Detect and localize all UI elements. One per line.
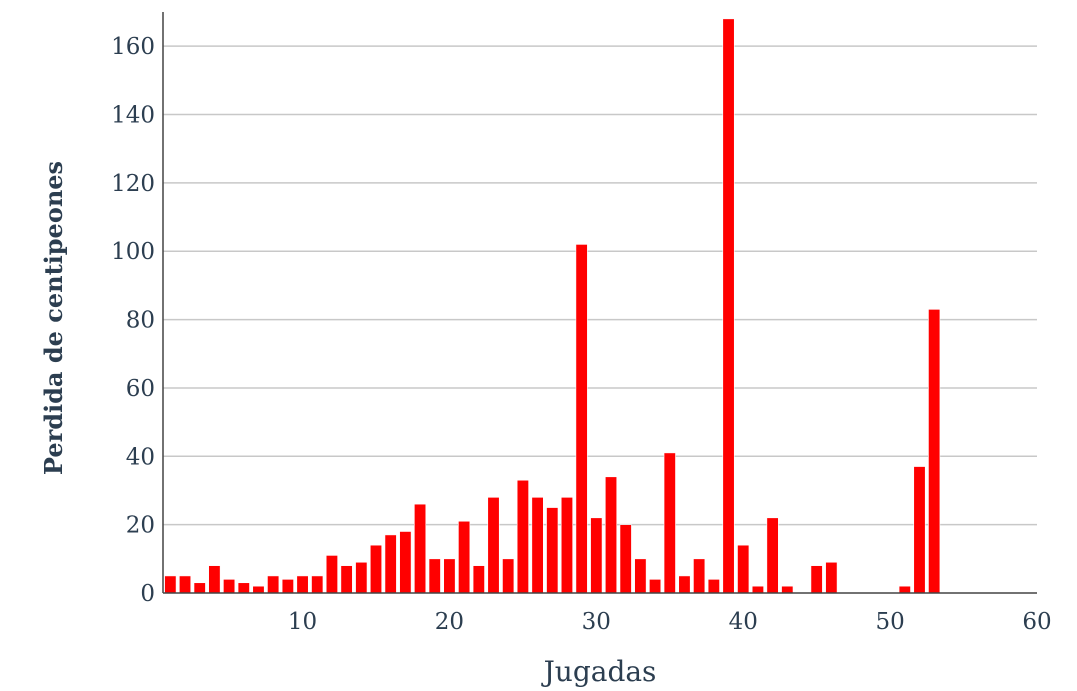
bar-jugada-18 <box>414 503 427 594</box>
bar-jugada-12 <box>325 555 338 594</box>
x-tick-label: 20 <box>435 609 464 635</box>
x-tick-labels: 10 20 30 40 50 60 <box>288 609 1052 635</box>
bar-jugada-46 <box>825 561 838 594</box>
y-tick-labels: 0 20 40 60 80 100 120 140 160 <box>111 34 155 607</box>
bar-jugada-28 <box>560 497 573 594</box>
bar-jugada-53 <box>928 309 941 594</box>
bar-jugada-5 <box>223 579 236 594</box>
bar-jugada-32 <box>619 524 632 594</box>
bar-jugada-34 <box>649 579 662 594</box>
bar-jugada-17 <box>399 531 412 594</box>
bar-jugada-20 <box>443 558 456 594</box>
bar-jugada-9 <box>281 579 294 594</box>
bar-jugada-25 <box>516 479 529 594</box>
bar-jugada-21 <box>458 520 471 594</box>
bar-jugada-27 <box>546 507 559 594</box>
bar-jugada-13 <box>340 565 353 594</box>
x-tick-label: 30 <box>582 609 611 635</box>
bar-jugada-29 <box>575 244 588 594</box>
y-tick-label: 140 <box>111 103 155 129</box>
bar-jugada-1 <box>164 575 177 594</box>
bar-jugada-42 <box>766 517 779 594</box>
y-tick-label: 20 <box>126 513 155 539</box>
bar-jugada-26 <box>531 497 544 594</box>
bar-jugada-41 <box>751 585 764 594</box>
bar-jugada-35 <box>663 452 676 594</box>
bar-jugada-52 <box>913 466 926 594</box>
bar-jugada-3 <box>193 582 206 594</box>
y-tick-label: 60 <box>126 376 155 402</box>
x-axis-title: Jugadas <box>541 655 657 688</box>
bar-jugada-22 <box>472 565 485 594</box>
x-tick-label: 10 <box>288 609 317 635</box>
bar-jugada-4 <box>208 565 221 594</box>
bar-jugada-36 <box>678 575 691 594</box>
bar-jugada-51 <box>898 585 911 594</box>
bar-jugada-11 <box>311 575 324 594</box>
bar-jugada-30 <box>590 517 603 594</box>
bar-jugada-24 <box>502 558 515 594</box>
bar-jugada-37 <box>693 558 706 594</box>
bar-jugada-19 <box>428 558 441 594</box>
y-tick-label: 120 <box>111 171 155 197</box>
bar-jugada-6 <box>237 582 250 594</box>
bar-jugada-14 <box>355 561 368 594</box>
bar-jugada-15 <box>369 544 383 594</box>
y-tick-label: 100 <box>111 239 155 265</box>
bar-jugada-45 <box>810 565 823 594</box>
bar-jugada-8 <box>267 575 280 594</box>
bar-jugada-43 <box>781 585 794 594</box>
bar-jugada-39 <box>722 18 735 594</box>
bar-jugada-10 <box>296 575 309 594</box>
bar-jugada-31 <box>604 476 618 594</box>
y-tick-label: 80 <box>126 308 155 334</box>
x-tick-label: 40 <box>729 609 758 635</box>
y-tick-label: 0 <box>140 581 155 607</box>
bar-jugada-40 <box>737 544 750 594</box>
bar-jugada-7 <box>252 585 265 594</box>
x-tick-label: 50 <box>875 609 904 635</box>
bar-jugada-23 <box>487 497 500 594</box>
y-tick-label: 40 <box>126 444 155 470</box>
gridlines <box>163 45 1037 526</box>
bar-jugada-33 <box>634 558 647 594</box>
y-tick-label: 160 <box>111 34 155 60</box>
y-axis-title: Perdida de centipeones <box>39 161 68 475</box>
bar-jugada-38 <box>707 579 720 594</box>
bars <box>164 18 941 594</box>
bar-jugada-16 <box>384 534 397 594</box>
x-tick-label: 60 <box>1022 609 1051 635</box>
bar-jugada-2 <box>179 575 192 594</box>
